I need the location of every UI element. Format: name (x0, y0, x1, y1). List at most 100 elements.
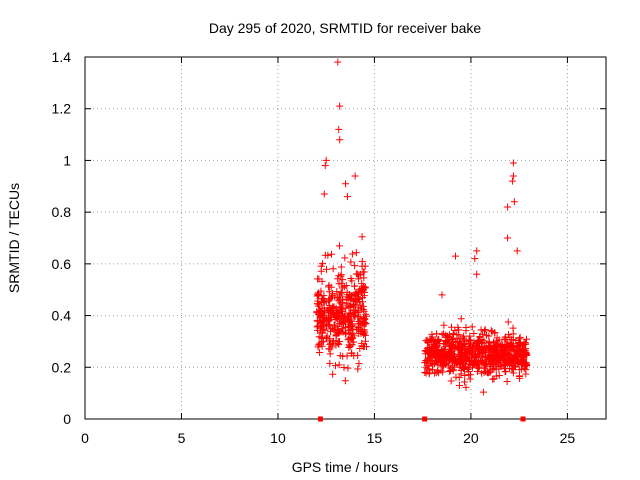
data-point (447, 323, 455, 331)
data-point (326, 302, 334, 310)
data-point (449, 356, 457, 364)
data-point (340, 364, 348, 372)
data-point (509, 330, 517, 338)
data-point (515, 372, 523, 380)
data-point (451, 357, 459, 365)
data-point (504, 318, 512, 326)
zero-value-marker (317, 416, 323, 422)
data-point (492, 358, 500, 366)
data-point (465, 336, 473, 344)
data-point (353, 292, 361, 300)
data-point (501, 343, 509, 351)
data-point (468, 323, 476, 331)
data-point (466, 332, 474, 340)
data-point (520, 347, 528, 355)
data-points (313, 58, 531, 396)
data-point (495, 336, 503, 344)
data-point (433, 367, 441, 375)
data-point (498, 362, 506, 370)
data-point (495, 371, 503, 379)
data-point (341, 377, 349, 385)
data-point (484, 369, 492, 377)
data-point (440, 321, 448, 329)
data-point (359, 306, 367, 314)
y-tick-label: 1.2 (52, 101, 72, 117)
data-point (326, 295, 334, 303)
data-point (354, 275, 362, 283)
data-point (453, 331, 461, 339)
data-point (509, 369, 517, 377)
data-point (325, 288, 333, 296)
data-point (518, 361, 526, 369)
data-point (504, 234, 512, 242)
data-point (433, 358, 441, 366)
y-tick-label: 1.4 (52, 49, 72, 65)
data-point (422, 363, 430, 371)
data-point (490, 338, 498, 346)
data-point (326, 359, 334, 367)
data-point (504, 203, 512, 211)
data-point (436, 340, 444, 348)
data-point (352, 249, 360, 257)
data-point (358, 233, 366, 241)
data-point (347, 334, 355, 342)
data-point (522, 352, 530, 360)
data-point (511, 359, 519, 367)
data-point (434, 346, 442, 354)
data-point (331, 316, 339, 324)
data-point (501, 333, 509, 341)
data-point (462, 383, 470, 391)
data-point (447, 377, 455, 385)
data-point (360, 326, 368, 334)
data-point (429, 366, 437, 374)
data-point (329, 370, 337, 378)
data-point (503, 338, 511, 346)
data-point (342, 281, 350, 289)
data-point (461, 371, 469, 379)
data-point (438, 291, 446, 299)
data-point (322, 156, 330, 164)
data-point (334, 58, 342, 66)
data-point (360, 307, 368, 315)
data-point (509, 172, 517, 180)
data-point (317, 338, 325, 346)
data-point (501, 368, 509, 376)
data-point (352, 306, 360, 314)
data-point (488, 357, 496, 365)
data-point (315, 333, 323, 341)
data-point (523, 335, 531, 343)
data-point (346, 310, 354, 318)
data-point (350, 312, 358, 320)
data-point (428, 330, 436, 338)
y-tick-label: 0.8 (52, 204, 72, 220)
data-point (316, 324, 324, 332)
data-point (522, 359, 530, 367)
data-point (350, 282, 358, 290)
data-point (335, 125, 343, 133)
data-point (470, 338, 478, 346)
data-point (361, 316, 369, 324)
data-point (474, 364, 482, 372)
data-point (346, 342, 354, 350)
data-point (356, 320, 364, 328)
data-point (493, 342, 501, 350)
data-point (522, 370, 530, 378)
data-point (351, 262, 359, 270)
data-point (441, 354, 449, 362)
data-point (516, 351, 524, 359)
data-point (314, 275, 322, 283)
data-point (335, 340, 343, 348)
data-point (335, 242, 343, 250)
x-tick-label: 5 (178, 430, 186, 446)
data-point (360, 343, 368, 351)
data-point (336, 102, 344, 110)
data-point (476, 336, 484, 344)
data-point (339, 276, 347, 284)
data-point (444, 336, 452, 344)
data-point (361, 262, 369, 270)
data-point (481, 348, 489, 356)
data-point (346, 292, 354, 300)
data-point (344, 364, 352, 372)
data-point (356, 288, 364, 296)
data-point (324, 316, 332, 324)
